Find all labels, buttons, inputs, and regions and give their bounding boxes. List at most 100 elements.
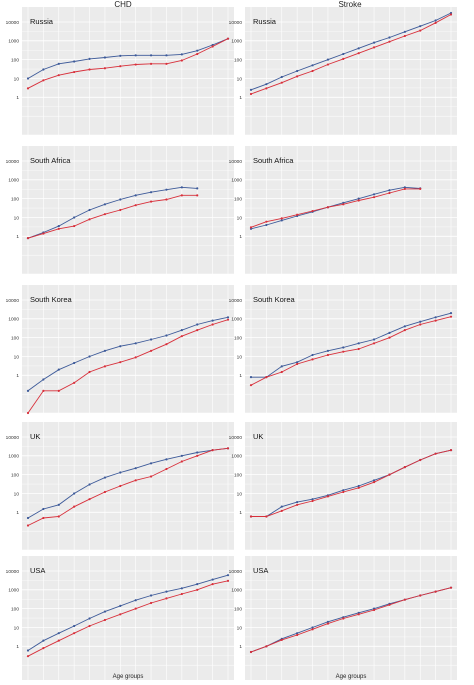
series-line-red xyxy=(27,447,229,526)
data-point-red xyxy=(226,37,230,40)
data-point-red xyxy=(226,579,230,582)
series-line-red xyxy=(27,319,229,414)
data-point-blue xyxy=(180,53,183,56)
panel-south-africa-chd: 1 10 100 1000 10000 South Africa xyxy=(6,146,234,275)
data-point-red xyxy=(388,473,391,476)
y-tick-label: 100 xyxy=(11,606,19,612)
data-point-blue xyxy=(42,378,45,381)
y-tick-label: 100 xyxy=(234,606,242,612)
data-point-blue xyxy=(434,19,437,22)
y-tick-label: 10000 xyxy=(229,569,243,575)
data-point-blue xyxy=(42,639,45,642)
data-point-red xyxy=(103,618,107,622)
data-point-red xyxy=(342,617,345,620)
data-point-red xyxy=(434,319,437,322)
data-point-blue xyxy=(103,610,107,613)
data-point-blue xyxy=(196,583,199,586)
data-point-blue xyxy=(119,604,122,608)
data-point-blue xyxy=(449,312,453,315)
data-point-red xyxy=(419,594,422,597)
series-line-blue xyxy=(251,312,452,378)
data-point-blue xyxy=(103,203,107,206)
data-point-blue xyxy=(149,191,153,194)
data-point-red xyxy=(403,466,406,469)
data-point-red xyxy=(311,209,314,213)
data-point-blue xyxy=(357,47,360,50)
data-point-red xyxy=(165,198,168,201)
data-point-blue xyxy=(149,54,153,57)
data-point-blue xyxy=(326,349,330,352)
y-tick-label: 10000 xyxy=(229,435,243,441)
data-point-red xyxy=(42,79,45,82)
data-point-blue xyxy=(311,498,314,501)
y-tick-label: 10 xyxy=(237,354,243,360)
y-tick-label: 100 xyxy=(234,196,242,202)
y-tick-label: 10 xyxy=(14,215,20,221)
data-point-red xyxy=(342,350,345,353)
data-point-red xyxy=(26,655,30,658)
data-point-red xyxy=(196,454,199,457)
data-point-red xyxy=(280,638,283,641)
data-point-red xyxy=(211,323,214,326)
data-point-red xyxy=(342,490,345,494)
y-tick-label: 1000 xyxy=(231,588,242,594)
panel-country-label: Russia xyxy=(253,17,277,26)
data-point-red xyxy=(296,633,299,637)
data-point-red xyxy=(149,62,153,65)
data-point-blue xyxy=(211,319,214,322)
y-tick-label: 1 xyxy=(16,644,19,650)
panel-country-label: Russia xyxy=(30,17,54,26)
data-point-blue xyxy=(57,632,60,635)
data-point-red xyxy=(357,199,360,202)
data-point-blue xyxy=(180,186,183,189)
data-point-red xyxy=(211,45,214,48)
panel-background xyxy=(245,556,457,684)
data-point-blue xyxy=(88,208,91,212)
data-point-blue xyxy=(88,355,91,358)
data-point-blue xyxy=(42,68,45,71)
data-point-blue xyxy=(73,624,76,628)
data-point-blue xyxy=(26,389,30,392)
data-point-blue xyxy=(42,507,45,511)
data-point-red xyxy=(326,353,330,357)
panel-background xyxy=(245,146,457,274)
series-line-red xyxy=(27,38,229,89)
y-tick-label: 100 xyxy=(11,472,19,478)
data-point-blue xyxy=(196,49,199,52)
panel-country-label: South Korea xyxy=(253,295,296,304)
data-point-red xyxy=(311,358,314,361)
series-line-red xyxy=(250,14,452,95)
y-tick-label: 10000 xyxy=(229,159,243,165)
data-point-red xyxy=(180,194,183,197)
data-point-red xyxy=(73,505,76,508)
data-point-blue xyxy=(88,483,91,486)
panel-background xyxy=(245,7,457,135)
data-point-red xyxy=(311,499,314,503)
data-point-blue xyxy=(57,503,60,506)
series-line-blue xyxy=(27,38,229,79)
data-point-red xyxy=(88,498,91,501)
panel-russia-stroke: 1 10 100 1000 10000 Russia xyxy=(229,7,457,136)
data-point-red xyxy=(26,87,30,90)
data-point-red xyxy=(165,62,168,65)
data-point-red xyxy=(326,63,330,66)
data-point-red xyxy=(280,217,283,220)
data-point-blue xyxy=(73,60,76,63)
data-point-red xyxy=(196,588,199,591)
y-tick-label: 1000 xyxy=(231,178,242,184)
data-point-red xyxy=(26,411,30,415)
data-point-red xyxy=(119,361,122,364)
data-point-blue xyxy=(326,620,330,623)
data-point-blue xyxy=(342,346,345,349)
data-point-red xyxy=(103,67,107,70)
y-tick-label: 10 xyxy=(14,491,20,497)
data-point-blue xyxy=(280,75,283,79)
data-point-red xyxy=(134,63,137,66)
series-line-red xyxy=(27,194,198,239)
data-point-red xyxy=(265,87,268,90)
data-point-blue xyxy=(434,316,437,319)
data-point-red xyxy=(134,479,137,482)
data-point-red xyxy=(280,509,283,512)
panel-background xyxy=(22,146,234,274)
